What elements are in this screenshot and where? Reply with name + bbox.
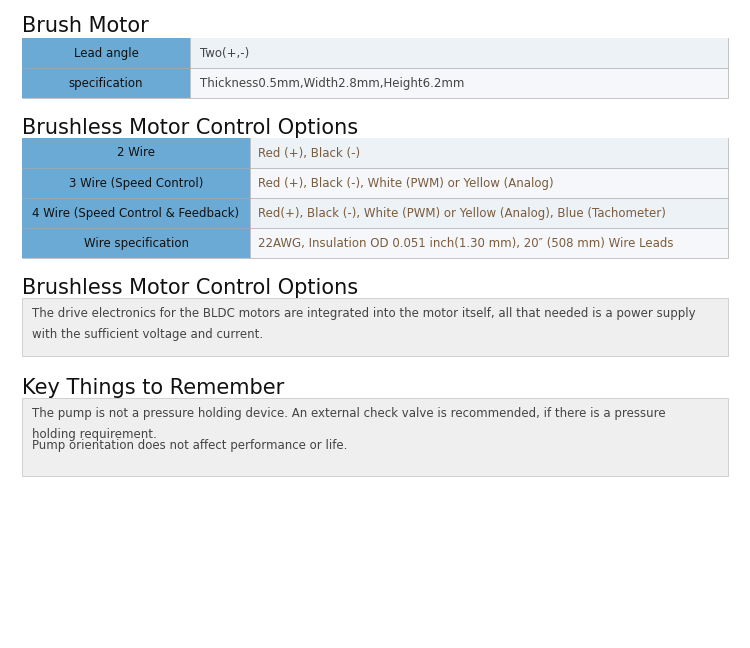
Bar bbox=[250, 168, 728, 198]
Text: Red(+), Black (-), White (PWM) or Yellow (Analog), Blue (Tachometer): Red(+), Black (-), White (PWM) or Yellow… bbox=[258, 207, 666, 220]
Bar bbox=[250, 228, 728, 258]
Text: Thickness0.5mm,Width2.8mm,Height6.2mm: Thickness0.5mm,Width2.8mm,Height6.2mm bbox=[200, 76, 464, 89]
Bar bbox=[22, 228, 250, 258]
Bar bbox=[22, 68, 190, 98]
Bar bbox=[250, 198, 728, 228]
Bar bbox=[22, 398, 728, 476]
Bar bbox=[22, 168, 250, 198]
Bar bbox=[22, 198, 250, 228]
Text: specification: specification bbox=[69, 76, 143, 89]
Bar bbox=[22, 138, 728, 258]
Text: Red (+), Black (-): Red (+), Black (-) bbox=[258, 146, 360, 159]
Bar bbox=[22, 298, 728, 356]
Text: 22AWG, Insulation OD 0.051 inch(1.30 mm), 20″ (508 mm) Wire Leads: 22AWG, Insulation OD 0.051 inch(1.30 mm)… bbox=[258, 237, 674, 249]
Text: Key Things to Remember: Key Things to Remember bbox=[22, 378, 284, 398]
Bar bbox=[190, 38, 728, 68]
Text: The drive electronics for the BLDC motors are integrated into the motor itself, : The drive electronics for the BLDC motor… bbox=[32, 307, 696, 341]
Bar bbox=[22, 38, 190, 68]
Text: Wire specification: Wire specification bbox=[83, 237, 188, 249]
Text: 2 Wire: 2 Wire bbox=[117, 146, 155, 159]
Bar bbox=[250, 138, 728, 168]
Text: 3 Wire (Speed Control): 3 Wire (Speed Control) bbox=[69, 176, 203, 189]
Text: Lead angle: Lead angle bbox=[74, 47, 139, 60]
Bar bbox=[190, 68, 728, 98]
Text: The pump is not a pressure holding device. An external check valve is recommende: The pump is not a pressure holding devic… bbox=[32, 407, 666, 441]
Text: 4 Wire (Speed Control & Feedback): 4 Wire (Speed Control & Feedback) bbox=[32, 207, 239, 220]
Text: Brush Motor: Brush Motor bbox=[22, 16, 148, 36]
Text: Pump orientation does not affect performance or life.: Pump orientation does not affect perform… bbox=[32, 439, 347, 452]
Text: Two(+,-): Two(+,-) bbox=[200, 47, 249, 60]
Text: Brushless Motor Control Options: Brushless Motor Control Options bbox=[22, 278, 358, 298]
Bar bbox=[22, 38, 728, 98]
Text: Red (+), Black (-), White (PWM) or Yellow (Analog): Red (+), Black (-), White (PWM) or Yello… bbox=[258, 176, 554, 189]
Text: Brushless Motor Control Options: Brushless Motor Control Options bbox=[22, 118, 358, 138]
Bar bbox=[22, 138, 250, 168]
